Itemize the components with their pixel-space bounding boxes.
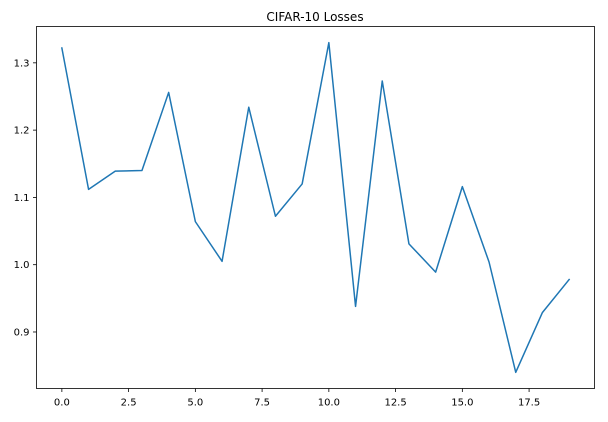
ticks-layer: 0.0 2.5 5.0 7.5 10.0 12.5 15.0 17.5 0.9 1.0 1.1 1.2…	[14, 58, 541, 408]
y-tick-label: 1.0	[14, 260, 30, 271]
x-tick-label: 0.0	[54, 398, 70, 409]
loss-series-line	[60, 41, 571, 374]
y-tick-label: 1.3	[14, 58, 30, 69]
y-tick-label: 0.9	[14, 327, 30, 338]
x-tick-label: 2.5	[121, 398, 137, 409]
x-tick-label: 15.0	[451, 398, 473, 409]
x-tick-label: 10.0	[318, 398, 340, 409]
x-tick-label: 12.5	[384, 398, 406, 409]
x-tick-label: 5.0	[187, 398, 203, 409]
x-tick-label: 7.5	[254, 398, 270, 409]
y-tick-label: 1.2	[14, 126, 30, 137]
x-tick-label: 17.5	[518, 398, 540, 409]
axes-frame	[36, 26, 595, 389]
series-layer	[60, 41, 571, 374]
chart-title: CIFAR-10 Losses	[266, 10, 363, 24]
y-tick-label: 1.1	[14, 193, 30, 204]
